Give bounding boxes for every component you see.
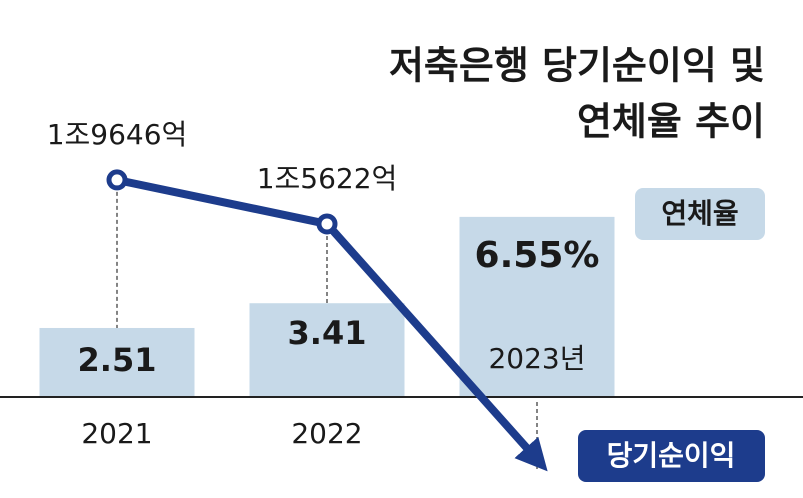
legend-label: 당기순이익 [607, 439, 736, 472]
point [106, 169, 128, 191]
legend-box [635, 188, 765, 240]
value-label: 1조5622억 [257, 162, 398, 195]
bar [249, 303, 405, 397]
value-label: 2.51 [78, 341, 157, 379]
legend-label: 연체율 [661, 197, 738, 230]
value-label: 6.55% [475, 235, 600, 276]
chart-title: 저축은행 당기순이익 및 [389, 44, 765, 88]
x-tick-label: 2022 [291, 417, 362, 450]
x-tick-label: 2021 [81, 417, 152, 450]
point [316, 213, 338, 235]
bar [39, 327, 195, 397]
x-tick-label: 2023년 [488, 342, 585, 375]
value-label: 3.41 [288, 314, 367, 352]
chart-title: 연체율 추이 [577, 100, 765, 144]
value-label: 1조9646억 [47, 118, 188, 151]
bar [459, 216, 615, 397]
legend-box [578, 430, 765, 482]
